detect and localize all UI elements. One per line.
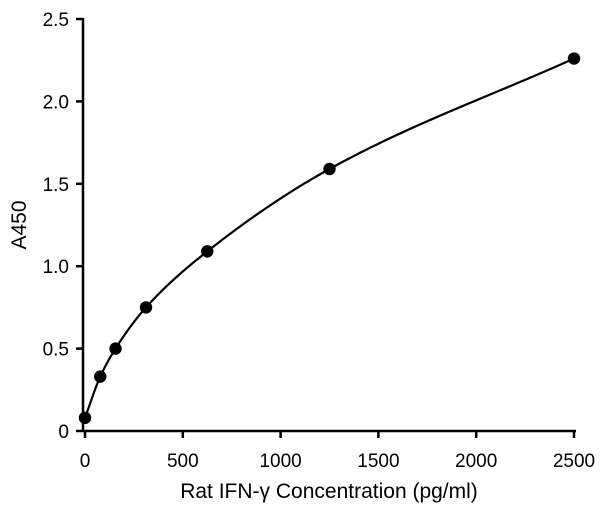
y-axis-ticks: 0 0.5 1.0 1.5 2.0 2.5 bbox=[43, 10, 83, 443]
y-tick-label: 1.0 bbox=[43, 257, 69, 278]
x-axis-title: Rat IFN-γ Concentration (pg/ml) bbox=[180, 480, 478, 503]
data-point bbox=[323, 162, 336, 176]
fit-curve bbox=[83, 57, 575, 419]
x-tick-label: 500 bbox=[167, 451, 199, 472]
x-tick-label: 1000 bbox=[259, 451, 301, 472]
y-tick-label: 0.5 bbox=[43, 340, 69, 361]
data-point bbox=[109, 342, 122, 355]
y-tick-label: 1.5 bbox=[43, 175, 69, 196]
data-point bbox=[94, 370, 107, 383]
y-tick-label: 0 bbox=[58, 422, 69, 443]
y-axis-title: A450 bbox=[8, 200, 31, 249]
x-tick-label: 1500 bbox=[357, 451, 399, 472]
data-point bbox=[567, 52, 581, 65]
y-tick-label: 2.5 bbox=[43, 10, 69, 31]
data-point bbox=[139, 301, 153, 314]
data-points bbox=[78, 52, 581, 425]
x-tick-label: 2000 bbox=[455, 451, 497, 472]
x-tick-label: 2500 bbox=[553, 451, 595, 472]
axes bbox=[81, 18, 576, 433]
data-point bbox=[201, 245, 214, 258]
y-tick-label: 2.0 bbox=[43, 92, 69, 113]
x-axis-ticks: 0 500 1000 1500 2000 2500 bbox=[80, 431, 595, 472]
x-tick-label: 0 bbox=[80, 451, 91, 472]
data-point bbox=[78, 411, 92, 425]
